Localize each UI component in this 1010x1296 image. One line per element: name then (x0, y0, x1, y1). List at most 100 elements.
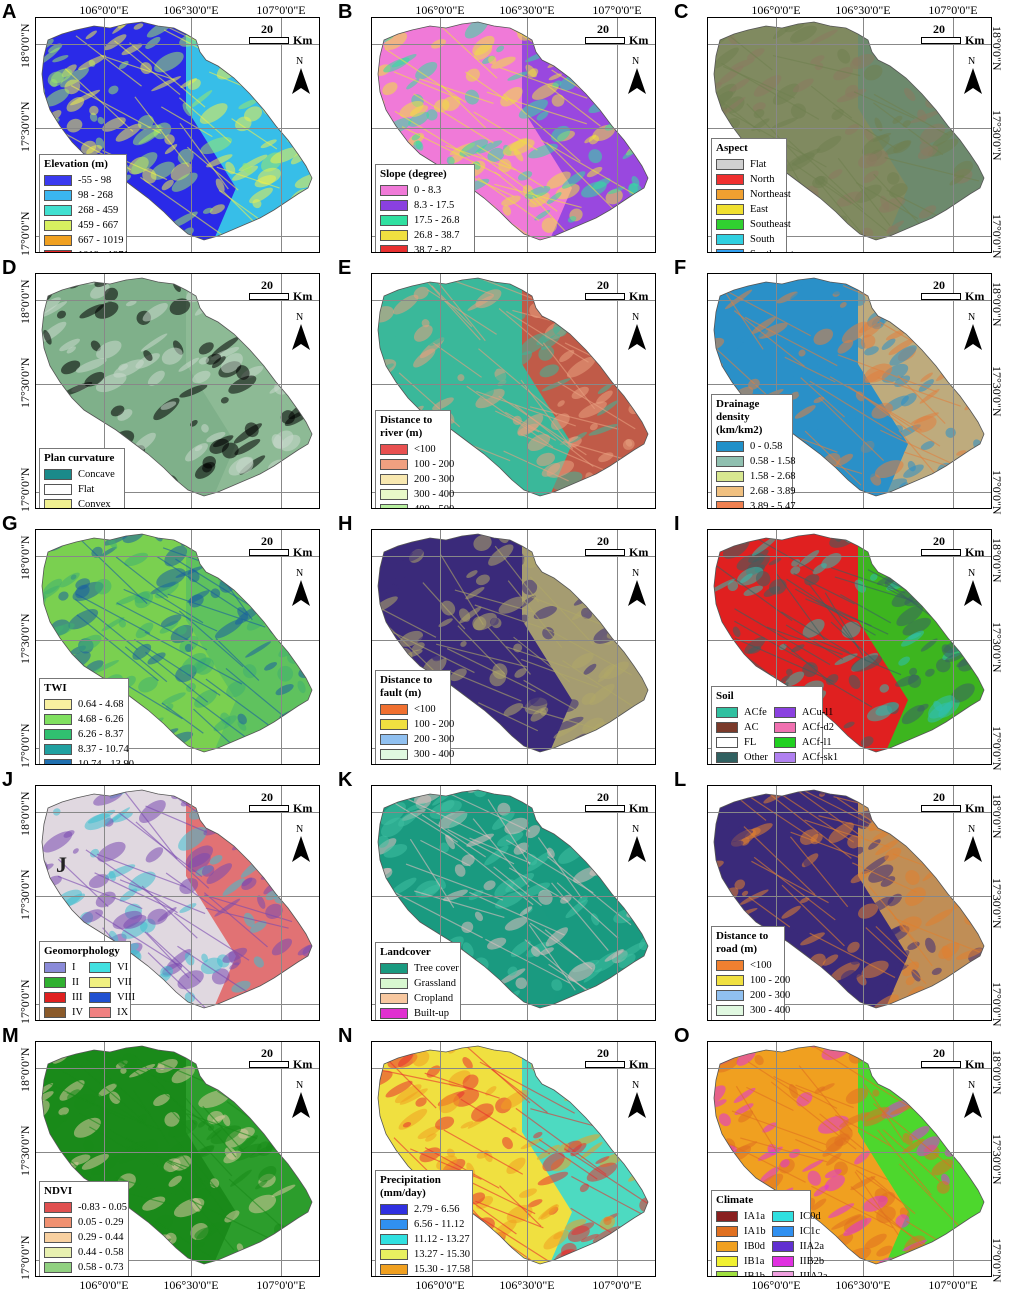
legend-label: <100 (414, 444, 436, 455)
legend-item: Tree cover (380, 961, 459, 976)
graticule-line (617, 274, 618, 508)
panel-letter: B (338, 1, 353, 23)
legend-label: 100 - 200 (414, 459, 455, 470)
legend-swatch (89, 992, 112, 1003)
legend-title: Landcover (380, 946, 431, 958)
legend-item: -55 - 98 (44, 173, 122, 188)
panel-letter: E (338, 257, 352, 279)
legend-swatch (716, 1005, 744, 1016)
scale-bar: 20 Km (921, 534, 991, 562)
legend-swatch (716, 219, 744, 230)
graticule-line (372, 896, 655, 897)
legend-label: East (750, 204, 769, 215)
legend-label: 15.30 - 17.58 (414, 1264, 470, 1275)
map-canvas (41, 1045, 313, 1265)
legend-swatch (771, 1271, 794, 1276)
graticule-line (953, 786, 954, 1020)
legend-items: IA1a IC0d IA1b IC1c IB0d IIA2a IB1a IIB2b IB1b II… (716, 1209, 828, 1276)
scale-bar-graphic (249, 293, 289, 300)
legend-item: IB1a (716, 1254, 766, 1269)
map-frame: 20 Km N Distance to river (m) <100 100 - 200 2… (371, 273, 656, 509)
scale-bar: 20 Km (585, 22, 655, 50)
map-canvas (713, 789, 985, 1009)
legend-swatch (44, 499, 72, 508)
legend-item: AC (716, 720, 768, 735)
map-canvas (377, 789, 649, 1009)
legend-title: Aspect (716, 142, 748, 154)
legend-label: 26.8 - 38.7 (414, 230, 460, 241)
map-canvas (377, 533, 649, 753)
longitude-label: 106°30'0"E (835, 1278, 891, 1292)
legend-item: VII (89, 975, 135, 990)
map-legend: TWI 0.64 - 4.68 4.68 - 6.26 6.26 - 8.37 8.37… (39, 678, 134, 764)
north-label: N (968, 824, 976, 835)
legend-swatch (716, 1256, 738, 1267)
graticule-line (372, 556, 655, 557)
legend-item: IIB2b (771, 1254, 828, 1269)
map-frame: 20 Km N Distance to road (m) <100 100 - 200 20… (707, 785, 992, 1021)
map-legend: Distance to river (m) <100 100 - 200 200 - … (375, 410, 455, 508)
legend-swatch (380, 963, 408, 974)
scale-bar: 20 Km (249, 22, 319, 50)
graticule-line (863, 18, 864, 252)
legend-swatch (380, 1234, 408, 1245)
scale-bar: 20 Km (249, 790, 319, 818)
scale-bar-graphic (585, 549, 625, 556)
scale-value: 20 (261, 278, 273, 292)
legend-label: 2.79 - 6.56 (414, 1204, 460, 1215)
latitude-label: 17°30'0"N (18, 357, 32, 408)
legend-item: 400 - 500 (716, 1018, 780, 1020)
legend-title: Distance to fault (m) (380, 674, 433, 699)
graticule-line (527, 18, 528, 252)
legend-swatch (44, 759, 72, 764)
legend-swatch (44, 992, 66, 1003)
map-legend: GeomorphologyIVIIIVIIIIIVIIIIVIXVX (39, 941, 135, 1020)
legend-swatch (380, 459, 408, 470)
legend-swatch (716, 204, 744, 215)
scale-bar: 20 Km (585, 534, 655, 562)
north-label: N (296, 568, 304, 579)
map-panel-h: H 20 Km N Distance to fault (m) <100 100 - 200… (336, 512, 672, 768)
scale-unit: Km (293, 545, 313, 559)
scale-bar: 20 Km (921, 278, 991, 306)
scale-bar: 20 Km (585, 278, 655, 306)
graticule-line (372, 640, 655, 641)
graticule-line (863, 530, 864, 764)
longitude-label: 106°30'0"E (499, 3, 555, 17)
legend-label: Southeast (750, 219, 791, 230)
legend-swatch (716, 189, 744, 200)
legend-swatch (716, 722, 738, 733)
panel-letter: I (674, 513, 680, 535)
legend-item: 0.05 - 0.29 (44, 1215, 124, 1230)
legend-swatch (716, 737, 738, 748)
graticule-line (953, 274, 954, 508)
legend-swatch (44, 714, 72, 725)
legend-item: East (716, 202, 782, 217)
latitude-label: 18°0'0"N (18, 791, 32, 836)
map-legend: Plan curvature Concave Flat Convex (39, 448, 125, 508)
map-panel-c: C 106°0'0"E 106°30'0"E 107°0'0"E 18°0'0"N 17°… (672, 0, 1008, 259)
legend-swatch (380, 978, 408, 989)
latitude-label: 17°30'0"N (18, 101, 32, 152)
scale-value: 20 (597, 1046, 609, 1060)
legend-label: 3.89 - 5.47 (750, 501, 796, 509)
legend-item: IIIA2a (771, 1269, 828, 1276)
graticule-line (36, 1260, 319, 1261)
legend-swatch (380, 1204, 408, 1215)
legend-swatch (380, 504, 408, 508)
legend-label: -55 - 98 (78, 175, 112, 186)
panel-letter: K (338, 769, 353, 791)
legend-item: 8.3 - 17.5 (380, 198, 470, 213)
map-frame: 20 Km N Climate IA1a IC0d IA1b IC1c IB0d IIA2a IB1… (707, 1041, 992, 1277)
legend-label: Flat (78, 484, 95, 495)
graticule-line (36, 236, 319, 237)
legend-item: 300 - 400 (716, 1003, 790, 1018)
legend-swatch (380, 200, 408, 211)
graticule-line (527, 530, 528, 764)
graticule-line (191, 1042, 192, 1276)
legend-label: 8.37 - 10.74 (78, 744, 129, 755)
graticule-line (36, 812, 319, 813)
legend-swatch (716, 752, 738, 763)
graticule-line (281, 786, 282, 1020)
legend-label: 300 - 400 (414, 749, 455, 760)
